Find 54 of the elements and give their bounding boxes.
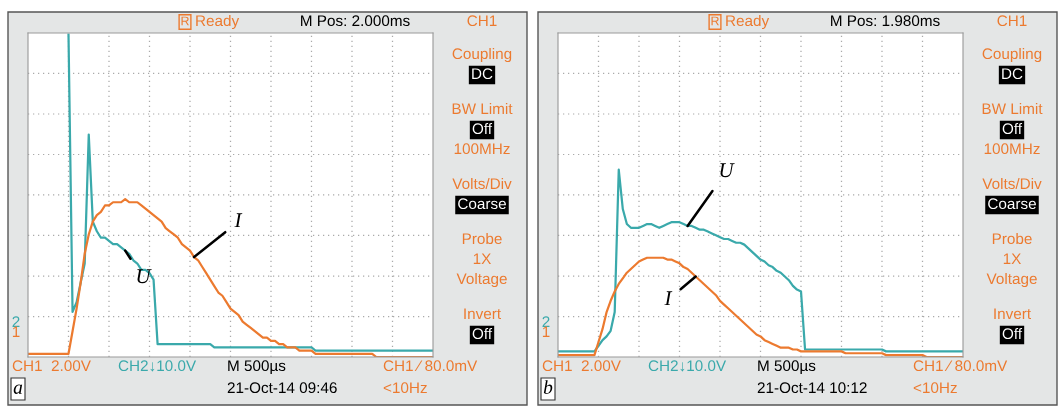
text: I [234,213,243,228]
text: Voltage [986,272,1037,288]
text: 100MHz [984,143,1040,155]
text: Coupling [452,47,512,63]
text: CH1 2.00V [542,360,621,372]
text: Invert [464,308,501,320]
text: U [720,163,735,178]
text: M Pos: 2.000ms [301,15,410,27]
text: <10Hz [913,382,957,394]
text: M 500µs [758,360,816,375]
text: 1X [473,253,492,264]
text: Ready [196,14,240,30]
text: 100MHz [454,143,510,155]
text: CH1 ⁄ 80.0mV [383,360,478,372]
text: Volts/Div [982,177,1042,190]
text: M Pos: 1.980ms [831,15,940,27]
text: Ready [726,14,770,30]
text: Probe [462,232,502,245]
text: CH1 [997,15,1027,27]
text: BW Limit [452,102,513,115]
text: b [543,380,553,394]
text: CH2↓10.0V [118,360,197,372]
text: a [13,384,23,394]
text: Volts/Div [452,177,512,190]
text: R [181,16,189,26]
text: 1 [542,326,550,337]
text: Voltage [456,272,507,288]
text: 1 [12,326,20,337]
text: Off [472,122,493,135]
text: BW Limit [982,102,1043,115]
series-label: I [664,291,673,306]
text: CH2↓10.0V [648,360,727,372]
text: Invert [994,308,1031,320]
text: CH1 ⁄ 80.0mV [913,360,1008,372]
text: Coarse [988,198,1036,210]
text: 21-Oct-14 09:46 [227,382,337,394]
text: R [711,16,719,26]
text: Coarse [458,198,506,210]
series-label: U [137,269,152,284]
text: 2 [542,316,550,327]
text: DC [1002,68,1023,80]
text: 21-Oct-14 10:12 [757,382,867,394]
text: 2 [12,316,20,327]
text: CH1 [467,15,497,27]
text: DC [472,68,493,80]
text: CH1 2.00V [12,360,91,372]
text: 1X [1003,253,1022,264]
text: M 500µs [228,360,286,375]
text: Off [1002,327,1023,340]
text: Coupling [982,47,1042,63]
text: Off [472,327,493,340]
text: Probe [992,232,1032,245]
text: <10Hz [383,382,427,394]
text: Off [1002,122,1023,135]
